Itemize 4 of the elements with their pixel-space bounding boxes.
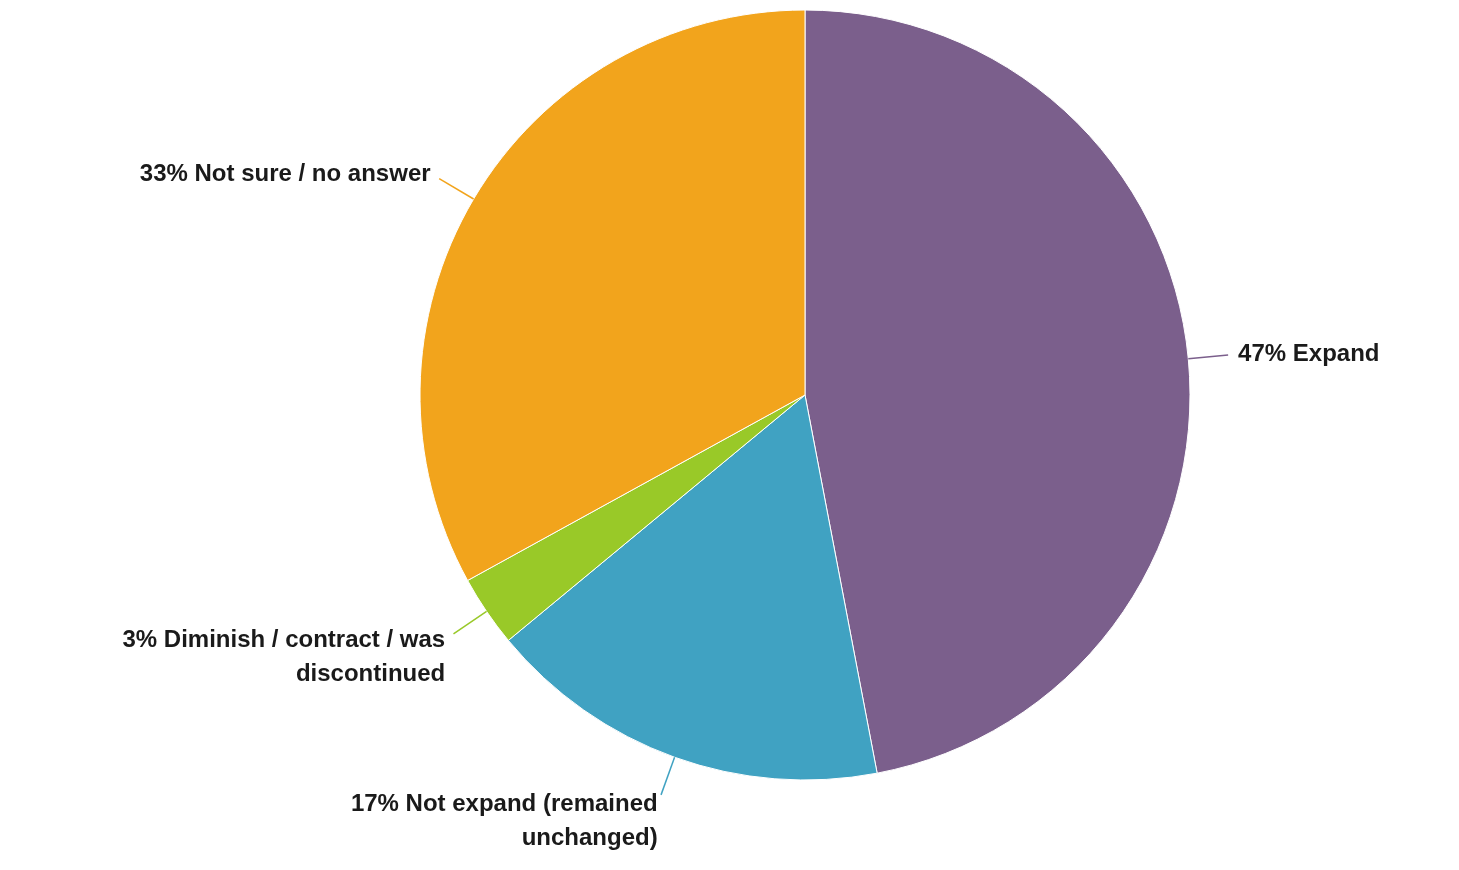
slice-label: 3% Diminish / contract / was discontinued (122, 624, 446, 686)
slice-label: 17% Not expand (remained unchanged) (350, 789, 658, 851)
slice-label: 33% Not sure / no answer (139, 158, 431, 186)
slice-label: 47% Expand (1238, 339, 1380, 367)
